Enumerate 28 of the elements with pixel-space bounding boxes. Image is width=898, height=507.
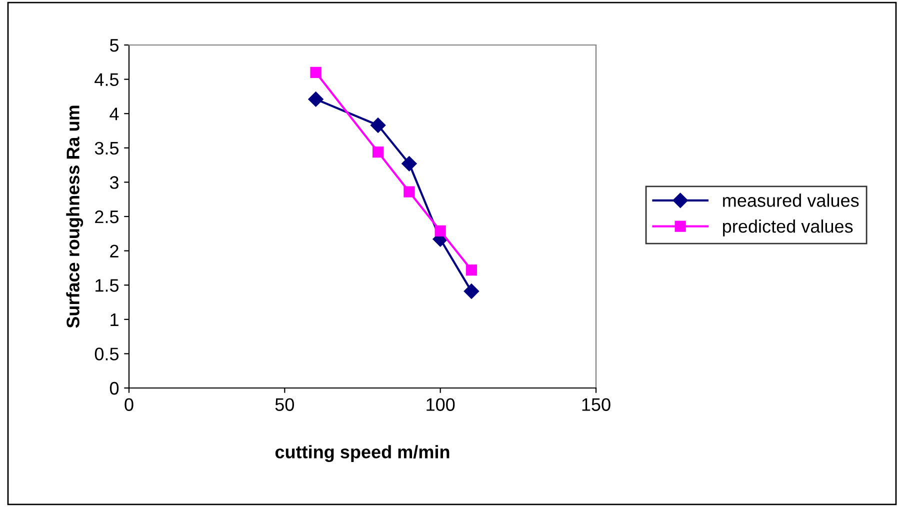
y-tick-label: 0 (110, 382, 119, 395)
point (404, 186, 415, 198)
y-tick-label: 4.5 (94, 73, 119, 86)
point (464, 284, 480, 299)
point (372, 146, 384, 158)
y-tick-label: 1.5 (96, 279, 119, 292)
x-axis-title: cutting speed m/min (275, 445, 450, 462)
legend-label: predicted values (723, 220, 853, 236)
y-axis-title: Surface roughness Ra um (66, 106, 84, 328)
x-tick-label: 150 (582, 398, 610, 411)
point (402, 156, 417, 172)
point (310, 66, 322, 78)
point (308, 92, 324, 107)
legend-label: measured values (723, 194, 859, 207)
x-tick-label: 100 (426, 398, 455, 411)
y-tick-label: 1 (110, 314, 118, 326)
x-tick-label: 0 (124, 398, 134, 411)
point (466, 264, 478, 276)
y-tick-label: 4 (110, 108, 119, 120)
y-tick-label: 2 (110, 244, 118, 258)
y-tick-label: 3 (110, 176, 118, 189)
y-tick-label: 2.5 (95, 210, 119, 224)
point (434, 225, 446, 236)
y-tick-label: 3.5 (94, 142, 119, 155)
y-tick-label: 5 (110, 39, 119, 52)
x-tick-label: 50 (275, 398, 294, 411)
point (370, 118, 386, 133)
y-tick-label: 0.5 (94, 348, 119, 360)
